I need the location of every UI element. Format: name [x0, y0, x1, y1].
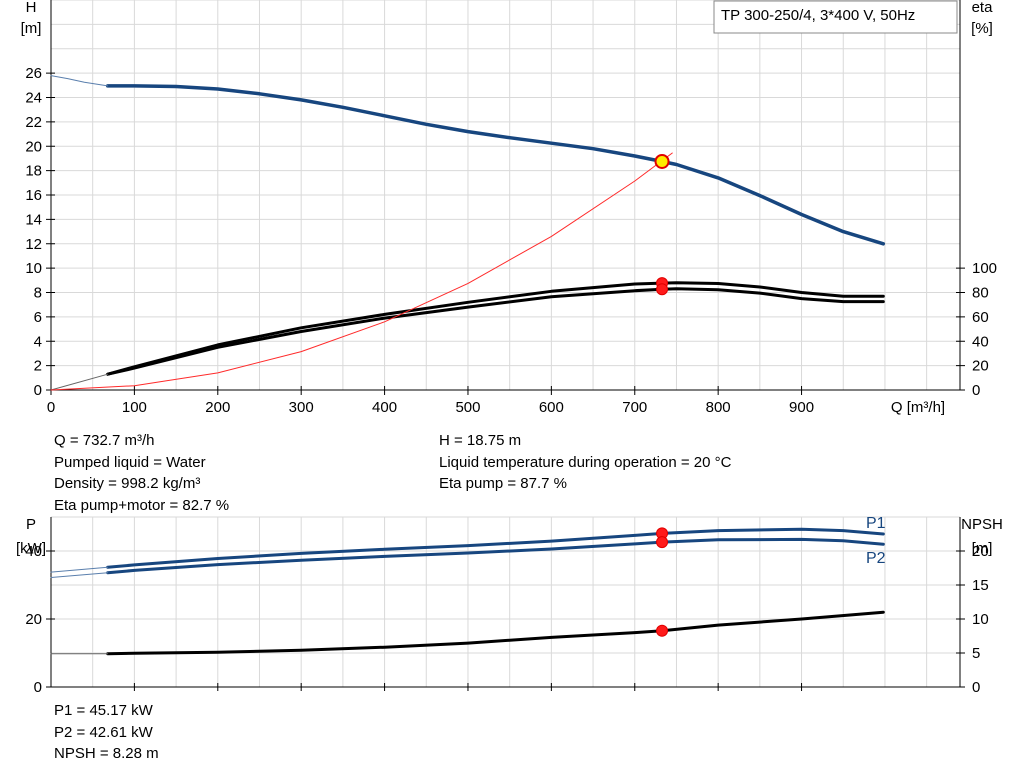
- operating-point-marker: [656, 624, 669, 637]
- x-tick-label: 500: [455, 399, 480, 416]
- result-flow: Q = 732.7 m³/h: [54, 432, 155, 449]
- y-tick-label-left: 40: [25, 543, 42, 560]
- series-p2: [106, 537, 885, 575]
- y-axis-label-right: NPSH: [961, 516, 1003, 533]
- y-tick-label-left: 0: [34, 382, 42, 399]
- y-tick-label-left: 2: [34, 358, 42, 375]
- y-tick-label-left: 16: [25, 187, 42, 204]
- y-tick-label-right: 100: [972, 260, 997, 277]
- x-tick-label: 100: [122, 399, 147, 416]
- results-right: H = 18.75 m Liquid temperature during op…: [439, 430, 731, 495]
- y-axis-label-right: eta: [972, 0, 994, 16]
- series-label-p1: P1: [866, 515, 886, 532]
- y-tick-label-right: 20: [972, 543, 989, 560]
- x-axis-label: Q [m³/h]: [891, 399, 945, 416]
- y-axis-unit-right: [m]: [972, 540, 993, 557]
- x-tick-label: 900: [789, 399, 814, 416]
- y-axis-unit-left: [kW]: [16, 540, 46, 557]
- y-tick-label-left: 8: [34, 285, 42, 302]
- series-eta-pump: [106, 281, 885, 376]
- y-tick-label-right: 5: [972, 645, 980, 662]
- series-eta-pump-motor: [106, 287, 885, 376]
- y-tick-label-left: 12: [25, 236, 42, 253]
- y-tick-label-right: 20: [972, 358, 989, 375]
- y-tick-label-right: 10: [972, 611, 989, 628]
- results-power: P1 = 45.17 kW P2 = 42.61 kW NPSH = 8.28 …: [54, 700, 159, 765]
- x-tick-label: 600: [539, 399, 564, 416]
- y-tick-label-left: 20: [25, 611, 42, 628]
- y-tick-label-left: 20: [25, 138, 42, 155]
- y-axis-unit-left: [m]: [21, 20, 42, 37]
- result-eta-pump: Eta pump = 87.7 %: [439, 475, 567, 492]
- y-tick-label-left: 4: [34, 333, 42, 350]
- result-p2: P2 = 42.61 kW: [54, 723, 153, 741]
- y-axis-unit-right: [%]: [971, 20, 993, 37]
- power-npsh-plot: 0 20 40 0 5 10 15 20 P [kW] NPSH [m] P1 P2: [16, 515, 1003, 696]
- result-eta-pump-motor: Eta pump+motor = 82.7 %: [54, 496, 230, 514]
- operating-point-marker: [656, 536, 669, 549]
- series-p2-ext: [50, 572, 109, 578]
- series-h-ext: [50, 75, 109, 87]
- series-label-p2: P2: [866, 550, 886, 567]
- y-tick-label-left: 14: [25, 211, 42, 228]
- result-npsh: NPSH = 8.28 m: [54, 745, 159, 762]
- y-tick-label-left: 22: [25, 114, 42, 131]
- y-tick-label-left: 10: [25, 260, 42, 277]
- pump-title: TP 300-250/4, 3*400 V, 50Hz: [721, 7, 915, 24]
- series-h: [105, 84, 886, 246]
- result-temperature: Liquid temperature during operation = 20…: [439, 453, 732, 471]
- y-tick-label-left: 6: [34, 309, 42, 326]
- x-tick-label: 400: [372, 399, 397, 416]
- y-tick-label-left: 24: [25, 90, 42, 107]
- y-axis-label-left: P: [26, 516, 36, 533]
- pump-title-box: TP 300-250/4, 3*400 V, 50Hz: [713, 0, 958, 34]
- y-tick-label-left: 18: [25, 163, 42, 180]
- y-tick-label-right: 15: [972, 577, 989, 594]
- series-p1-ext: [50, 566, 109, 573]
- y-tick-label-right: 40: [972, 333, 989, 350]
- y-tick-label-left: 0: [34, 679, 42, 696]
- result-head: H = 18.75 m: [439, 432, 522, 449]
- x-tick-label: 700: [622, 399, 647, 416]
- y-tick-label-right: 0: [972, 382, 980, 399]
- result-liquid: Pumped liquid = Water: [54, 453, 206, 471]
- x-tick-label: 800: [706, 399, 731, 416]
- x-tick-label: 200: [205, 399, 230, 416]
- operating-point-marker: [656, 283, 669, 296]
- x-tick-label: 300: [289, 399, 314, 416]
- y-tick-label-left: 26: [25, 65, 42, 82]
- result-density: Density = 998.2 kg/m³: [54, 475, 201, 492]
- series-system: [50, 152, 673, 391]
- x-tick-label: 0: [47, 399, 55, 416]
- series-p1: [106, 527, 885, 569]
- y-tick-label-right: 60: [972, 309, 989, 326]
- y-tick-label-right: 80: [972, 285, 989, 302]
- y-axis-label-left: H: [26, 0, 37, 16]
- duty-point-marker: [654, 153, 670, 169]
- result-p1: P1 = 45.17 kW: [54, 702, 153, 719]
- series-eta-ext: [50, 373, 109, 391]
- results-left: Q = 732.7 m³/h Pumped liquid = Water Den…: [54, 430, 229, 516]
- series-npsh: [106, 610, 885, 656]
- y-tick-label-right: 0: [972, 679, 980, 696]
